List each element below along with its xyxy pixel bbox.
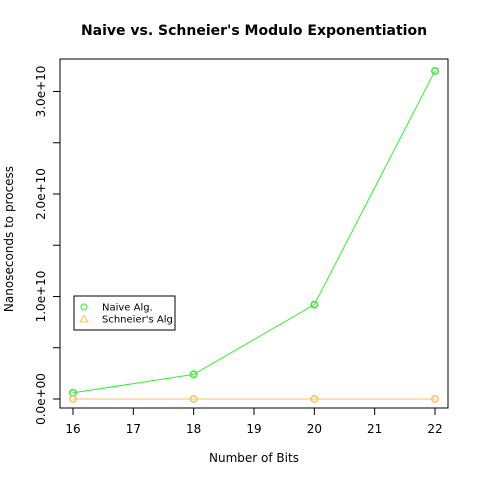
- y-tick-label: 3.0e+10: [34, 66, 48, 118]
- legend-box: [73, 295, 176, 331]
- legend-marker: [80, 303, 88, 311]
- y-tick-label: 2.0e+10: [34, 168, 48, 220]
- x-axis-label: Number of Bits: [209, 451, 299, 465]
- x-tick-label: 19: [246, 422, 261, 436]
- data-point: [69, 395, 77, 403]
- series-layer: [69, 67, 439, 403]
- legend-label: Schneier's Alg: [102, 315, 173, 326]
- data-point: [189, 370, 198, 379]
- plot-area-border: [59, 58, 449, 409]
- x-axis: 16 17 18 19 20 21 22: [65, 407, 443, 436]
- data-point: [310, 300, 319, 309]
- x-tick-label: 22: [427, 422, 442, 436]
- x-tick-label: 18: [186, 422, 201, 436]
- legend-label: Naive Alg.: [102, 303, 153, 314]
- data-point: [189, 395, 198, 403]
- data-point: [310, 395, 319, 403]
- x-tick-label: 21: [367, 422, 382, 436]
- series-line-1: [72, 70, 436, 394]
- x-tick-label: 20: [307, 422, 322, 436]
- legend: Naive Alg.Schneier's Alg: [73, 295, 176, 331]
- legend-marker: [79, 314, 89, 323]
- x-tick-label: 16: [65, 422, 80, 436]
- data-point: [431, 395, 439, 403]
- y-axis: 0.0e+00 1.0e+10 2.0e+10 3.0e+10: [34, 66, 61, 425]
- x-tick-label: 17: [126, 422, 141, 436]
- y-tick-label: 1.0e+10: [34, 271, 48, 323]
- chart-title: Naive vs. Schneier's Modulo Exponentiati…: [81, 23, 427, 39]
- y-tick-label: 0.0e+00: [34, 373, 48, 425]
- y-axis-label: Nanoseconds to process: [2, 166, 16, 312]
- data-point: [431, 67, 439, 75]
